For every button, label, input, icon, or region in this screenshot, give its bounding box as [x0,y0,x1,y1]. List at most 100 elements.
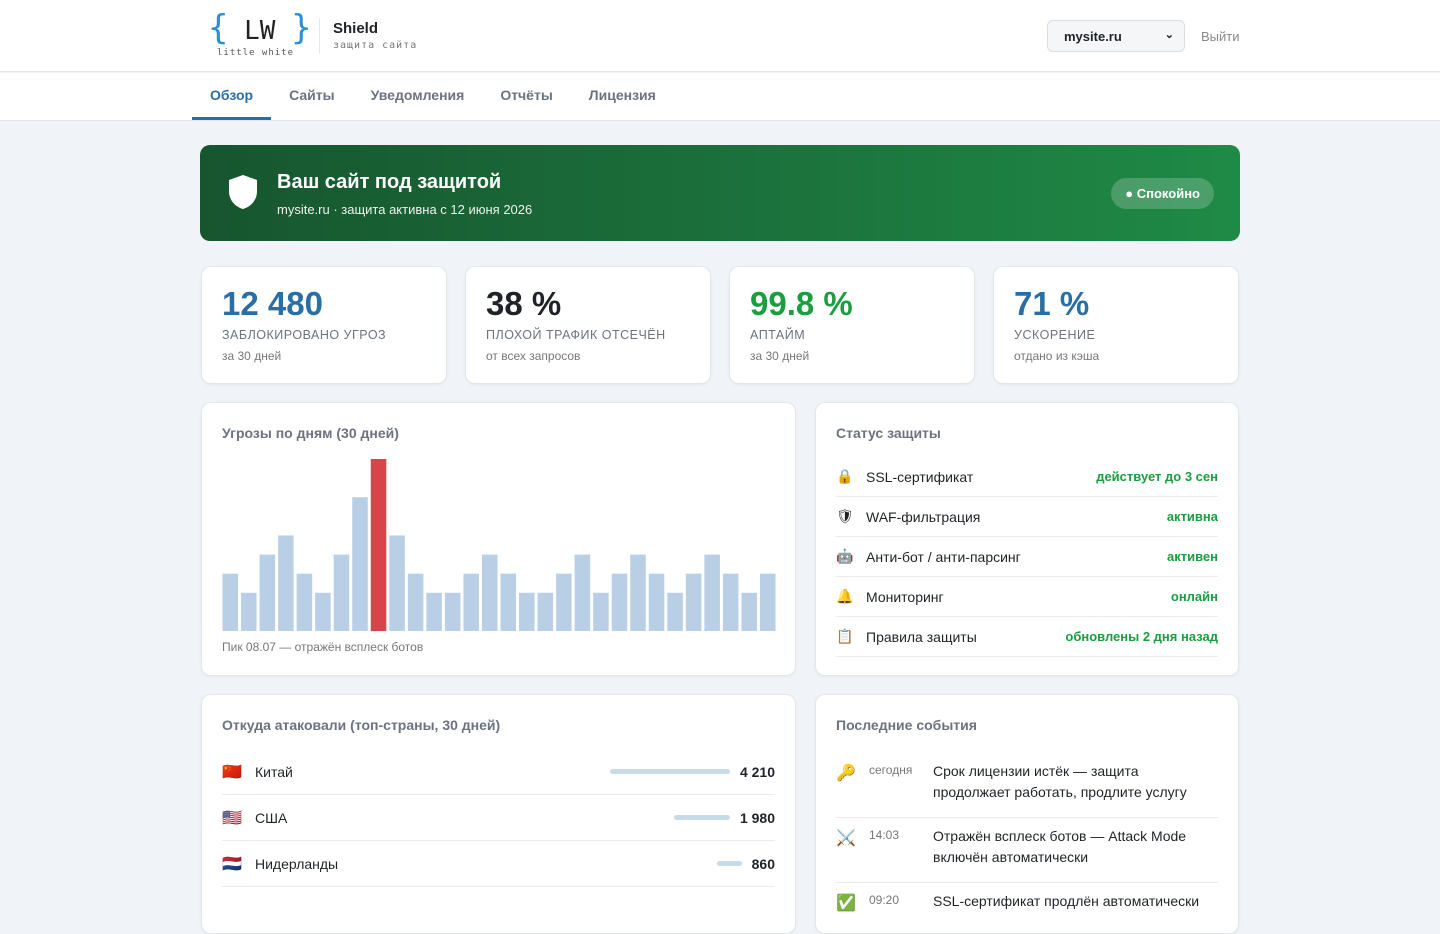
status-row: 📋 Правила защиты обновлены 2 дня назад [836,617,1218,657]
stat-value: 38 % [486,285,562,322]
bar [352,497,368,631]
bar [537,592,554,631]
stat-label: ПЛОХОЙ ТРАФИК ОТСЕЧЁН [486,328,666,342]
countries-panel: Откуда атаковали (топ-страны, 30 дней) 🇨… [201,694,796,934]
bar [278,535,294,631]
country-name: Нидерланды [255,855,339,872]
status-row: 🛡 WAF-фильтрация активна [836,497,1218,537]
bar [722,573,739,631]
event-icon: 🔑 [836,765,856,782]
countries-title: Откуда атаковали (топ-страны, 30 дней) [222,717,501,733]
country-flag: 🇳🇱 [222,855,242,873]
nav-tab[interactable]: Сайты [289,87,335,103]
country-row: 🇨🇳 Китай 4 210 [222,749,775,795]
event-icon: ⚔️ [836,830,856,847]
event-text: SSL-сертификат продлён автоматически [933,893,1200,909]
bar [500,573,517,631]
country-flag: 🇨🇳 [222,763,242,781]
bar [481,554,498,631]
bar [574,554,591,631]
stat-card: 12 480 ЗАБЛОКИРОВАНО УГРОЗ за 30 дней [201,266,447,384]
nav-tab[interactable]: Лицензия [588,87,656,103]
stat-note: отдано из кэша [1014,349,1100,363]
stat-label: УСКОРЕНИЕ [1014,328,1096,342]
country-row: 🇳🇱 Нидерланды 860 [222,841,775,887]
event-text: Отражён всплеск ботов — Attack Mode вклю… [933,828,1187,865]
bar [519,592,535,631]
stat-label: ЗАБЛОКИРОВАНО УГРОЗ [222,328,387,342]
stat-card: 38 % ПЛОХОЙ ТРАФИК ОТСЕЧЁН от всех запросо… [465,266,711,384]
logo-mark: LW [244,16,276,46]
bar [741,592,757,631]
status-state: действует до 3 сен [1096,469,1218,484]
country-bar [609,769,730,774]
bar [648,573,665,631]
country-name: Китай [255,763,293,780]
logo[interactable]: { LW } [208,8,312,48]
country-count: 860 [751,855,775,872]
status-name: WAF-фильтрация [866,508,981,525]
bar [463,573,479,631]
country-count: 1 980 [739,809,775,826]
event-time: 09:20 [869,893,900,907]
stat-label: АПТАЙМ [750,328,806,342]
status-badge: ● Спокойно [1111,178,1214,209]
status-name: SSL-сертификат [866,468,974,485]
banner-title: Ваш сайт под защитой [277,171,502,193]
country-row: 🇺🇸 США 1 980 [222,795,775,841]
product-sub: защита сайта [333,40,418,51]
status-row: 🔔 Мониторинг онлайн [836,577,1218,617]
bar [630,554,646,631]
stat-note: за 30 дней [222,349,282,363]
event-time: сегодня [869,763,913,777]
chart-panel: Угрозы по дням (30 дней) Пик 08.07 — отр… [201,402,796,676]
chart [222,459,776,631]
status-state: активен [1167,549,1218,564]
status-title: Статус защиты [836,425,941,441]
site-select-text: mysite.ru [1064,29,1122,44]
status-panel: Статус защиты 🔒 SSL-сертификат действует д… [815,402,1239,676]
nav-tab[interactable]: Отчёты [500,87,553,103]
chart-caption: Пик 08.07 — отражён всплеск ботов [222,640,424,654]
site-select[interactable]: mysite.ru ⌄ [1047,20,1185,52]
nav-tab[interactable]: Уведомления [370,87,465,103]
logout[interactable]: Выйти [1201,29,1240,44]
bar [704,554,720,631]
country-count: 4 210 [739,763,775,780]
country-name: США [255,809,288,826]
event-icon: ✅ [836,895,856,912]
bar [407,573,424,631]
status-name: Анти-бот / анти-парсинг [866,548,1021,565]
stat-card: 99.8 % АПТАЙМ за 30 дней [729,266,975,384]
status-icon: 📋 [836,628,854,644]
event-row: ⚔️ 14:03 Отражён всплеск ботов — Attack Mo… [836,818,1218,883]
bar [222,573,239,631]
events-panel: Последние события 🔑 сегодня Срок лицензии … [815,694,1239,934]
status-icon: 🔔 [836,588,854,604]
country-bar [717,861,742,866]
status-name: Правила защиты [866,628,977,645]
bar [389,535,405,631]
status-row: 🤖 Анти-бот / анти-парсинг активен [836,537,1218,577]
stat-value: 12 480 [222,285,323,322]
chart-title: Угрозы по дням (30 дней) [222,425,399,441]
nav-tab[interactable]: Обзор [192,73,272,120]
status-row: 🔒 SSL-сертификат действует до 3 сен [836,457,1218,497]
bar [611,573,628,631]
bar [259,554,276,631]
header: { LW } little white Shield защита сайта … [0,0,1440,72]
event-row: ✅ 09:20 SSL-сертификат продлён автоматичес… [836,883,1218,933]
events-title: Последние события [836,717,977,733]
status-icon: 🛡 [836,508,854,524]
status-state: онлайн [1170,589,1218,604]
bar [370,459,387,631]
bar [593,592,609,631]
status-state: активна [1166,509,1218,524]
status-icon: 🤖 [836,548,854,564]
banner-subtitle: mysite.ru · защита активна с 12 июня 202… [277,202,533,217]
bar [333,554,350,631]
logo-sub: little white [217,48,295,58]
product: Shield [333,20,379,37]
stat-value: 99.8 % [750,285,853,322]
bar [759,573,776,631]
